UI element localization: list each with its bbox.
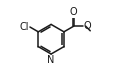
Text: N: N [47,55,55,65]
Text: O: O [84,21,91,31]
Text: O: O [69,7,77,17]
Text: Cl: Cl [20,22,29,32]
